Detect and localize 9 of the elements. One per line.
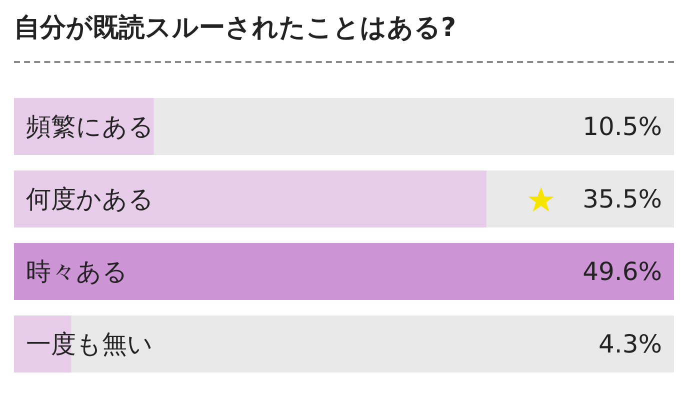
- data-label: 49.6%: [582, 257, 662, 286]
- y-tick-label: 一度も無い: [26, 330, 153, 358]
- y-tick-label: 頻繁にある: [26, 112, 154, 141]
- y-tick-label: 時々ある: [26, 257, 128, 286]
- y-tick-label: 何度かある: [26, 184, 154, 214]
- data-label: 35.5%: [582, 184, 662, 214]
- chart-title: 自分が既読スルーされたことはある?: [14, 12, 456, 45]
- data-label: 4.3%: [598, 330, 662, 358]
- data-label: 10.5%: [582, 112, 662, 141]
